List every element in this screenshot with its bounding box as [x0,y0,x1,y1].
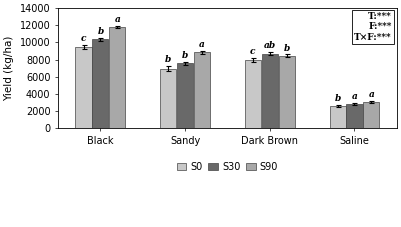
Text: b: b [97,27,103,36]
Text: c: c [250,47,255,56]
Text: a: a [199,40,205,49]
Text: T:***
F:***
T×F:***: T:*** F:*** T×F:*** [354,12,392,42]
Bar [92,39,109,128]
Bar [75,47,91,128]
Bar [363,102,379,128]
Text: a: a [352,92,357,101]
Bar [194,52,210,128]
Bar [262,54,278,128]
Bar [160,69,176,128]
Text: b: b [284,44,290,52]
Text: a: a [369,90,375,99]
Text: ab: ab [264,41,276,50]
Bar [177,63,193,128]
Text: b: b [165,55,171,64]
Bar [330,106,346,128]
Text: a: a [114,15,120,24]
Y-axis label: Yield (kg/ha): Yield (kg/ha) [4,35,14,101]
Text: b: b [182,52,188,60]
Bar [346,104,363,128]
Text: c: c [81,34,86,43]
Bar [109,27,126,128]
Legend: S0, S30, S90: S0, S30, S90 [173,158,282,176]
Text: b: b [334,94,341,103]
Bar [279,56,295,128]
Bar [245,60,261,128]
